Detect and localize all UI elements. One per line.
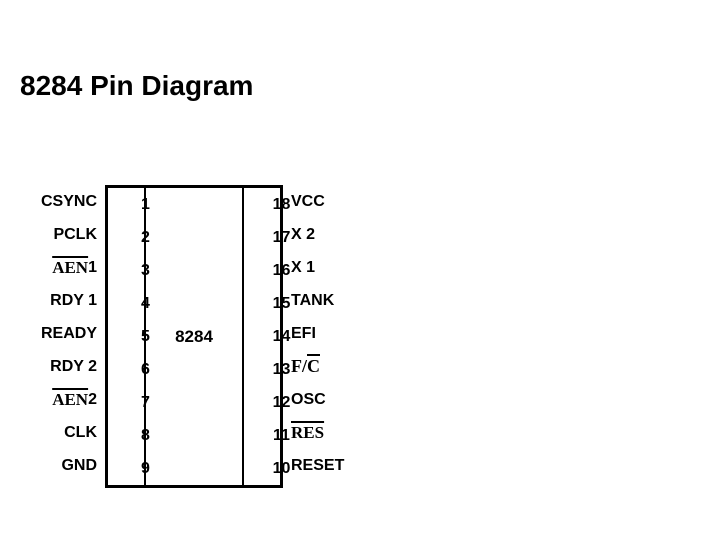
pin-label: OSC [283, 383, 358, 416]
chip-label: 8284 [144, 188, 244, 485]
pin-label: VCC [283, 185, 358, 218]
pin-label: RDY 2 [30, 350, 105, 383]
pin-label: EFI [283, 317, 358, 350]
pin-label: X 2 [283, 218, 358, 251]
pin-label: F/C [283, 350, 358, 383]
pin-label: GND [30, 449, 105, 482]
left-pin-numbers: 123456789 [108, 188, 144, 485]
pin-diagram: CSYNCPCLKAEN 1RDY 1READYRDY 2AEN 2CLKGND… [30, 185, 358, 488]
right-pin-numbers: 181716151413121110 [244, 188, 280, 485]
left-labels: CSYNCPCLKAEN 1RDY 1READYRDY 2AEN 2CLKGND [30, 185, 105, 488]
pin-label: RES [283, 416, 358, 449]
pin-label: AEN 2 [30, 383, 105, 416]
pin-label: TANK [283, 284, 358, 317]
pin-label: X 1 [283, 251, 358, 284]
chip-body: 123456789 8284 181716151413121110 [105, 185, 283, 488]
page-title: 8284 Pin Diagram [20, 70, 253, 102]
pin-label: RDY 1 [30, 284, 105, 317]
pin-label: CLK [30, 416, 105, 449]
pin-label: RESET [283, 449, 358, 482]
pin-label: READY [30, 317, 105, 350]
pin-label: CSYNC [30, 185, 105, 218]
pin-label: AEN 1 [30, 251, 105, 284]
pin-label: PCLK [30, 218, 105, 251]
right-labels: VCCX 2X 1TANKEFIF/COSCRESRESET [283, 185, 358, 488]
